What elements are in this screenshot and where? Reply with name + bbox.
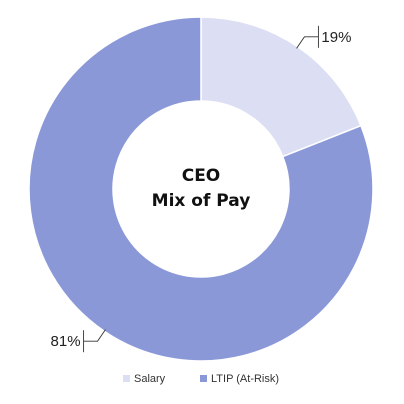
label-leaders — [83, 25, 319, 353]
legend-swatch-salary — [123, 375, 130, 382]
slice-label-salary: 19% — [321, 29, 351, 46]
leader-line-0 — [296, 36, 319, 49]
donut-slices — [28, 16, 374, 362]
legend-swatch-ltip — [200, 375, 207, 382]
slice-ltip-at-risk — [28, 16, 374, 362]
slice-salary — [200, 16, 362, 158]
legend-label-salary: Salary — [134, 373, 166, 385]
center-title-line-2: Mix of Pay — [152, 191, 251, 211]
legend-label-ltip: LTIP (At-Risk) — [211, 373, 279, 385]
center-title-line-1: CEO — [182, 166, 221, 186]
slice-label-ltip: 81% — [51, 333, 81, 350]
leader-line-1 — [83, 329, 106, 342]
legend: Salary LTIP (At-Risk) — [123, 373, 279, 385]
